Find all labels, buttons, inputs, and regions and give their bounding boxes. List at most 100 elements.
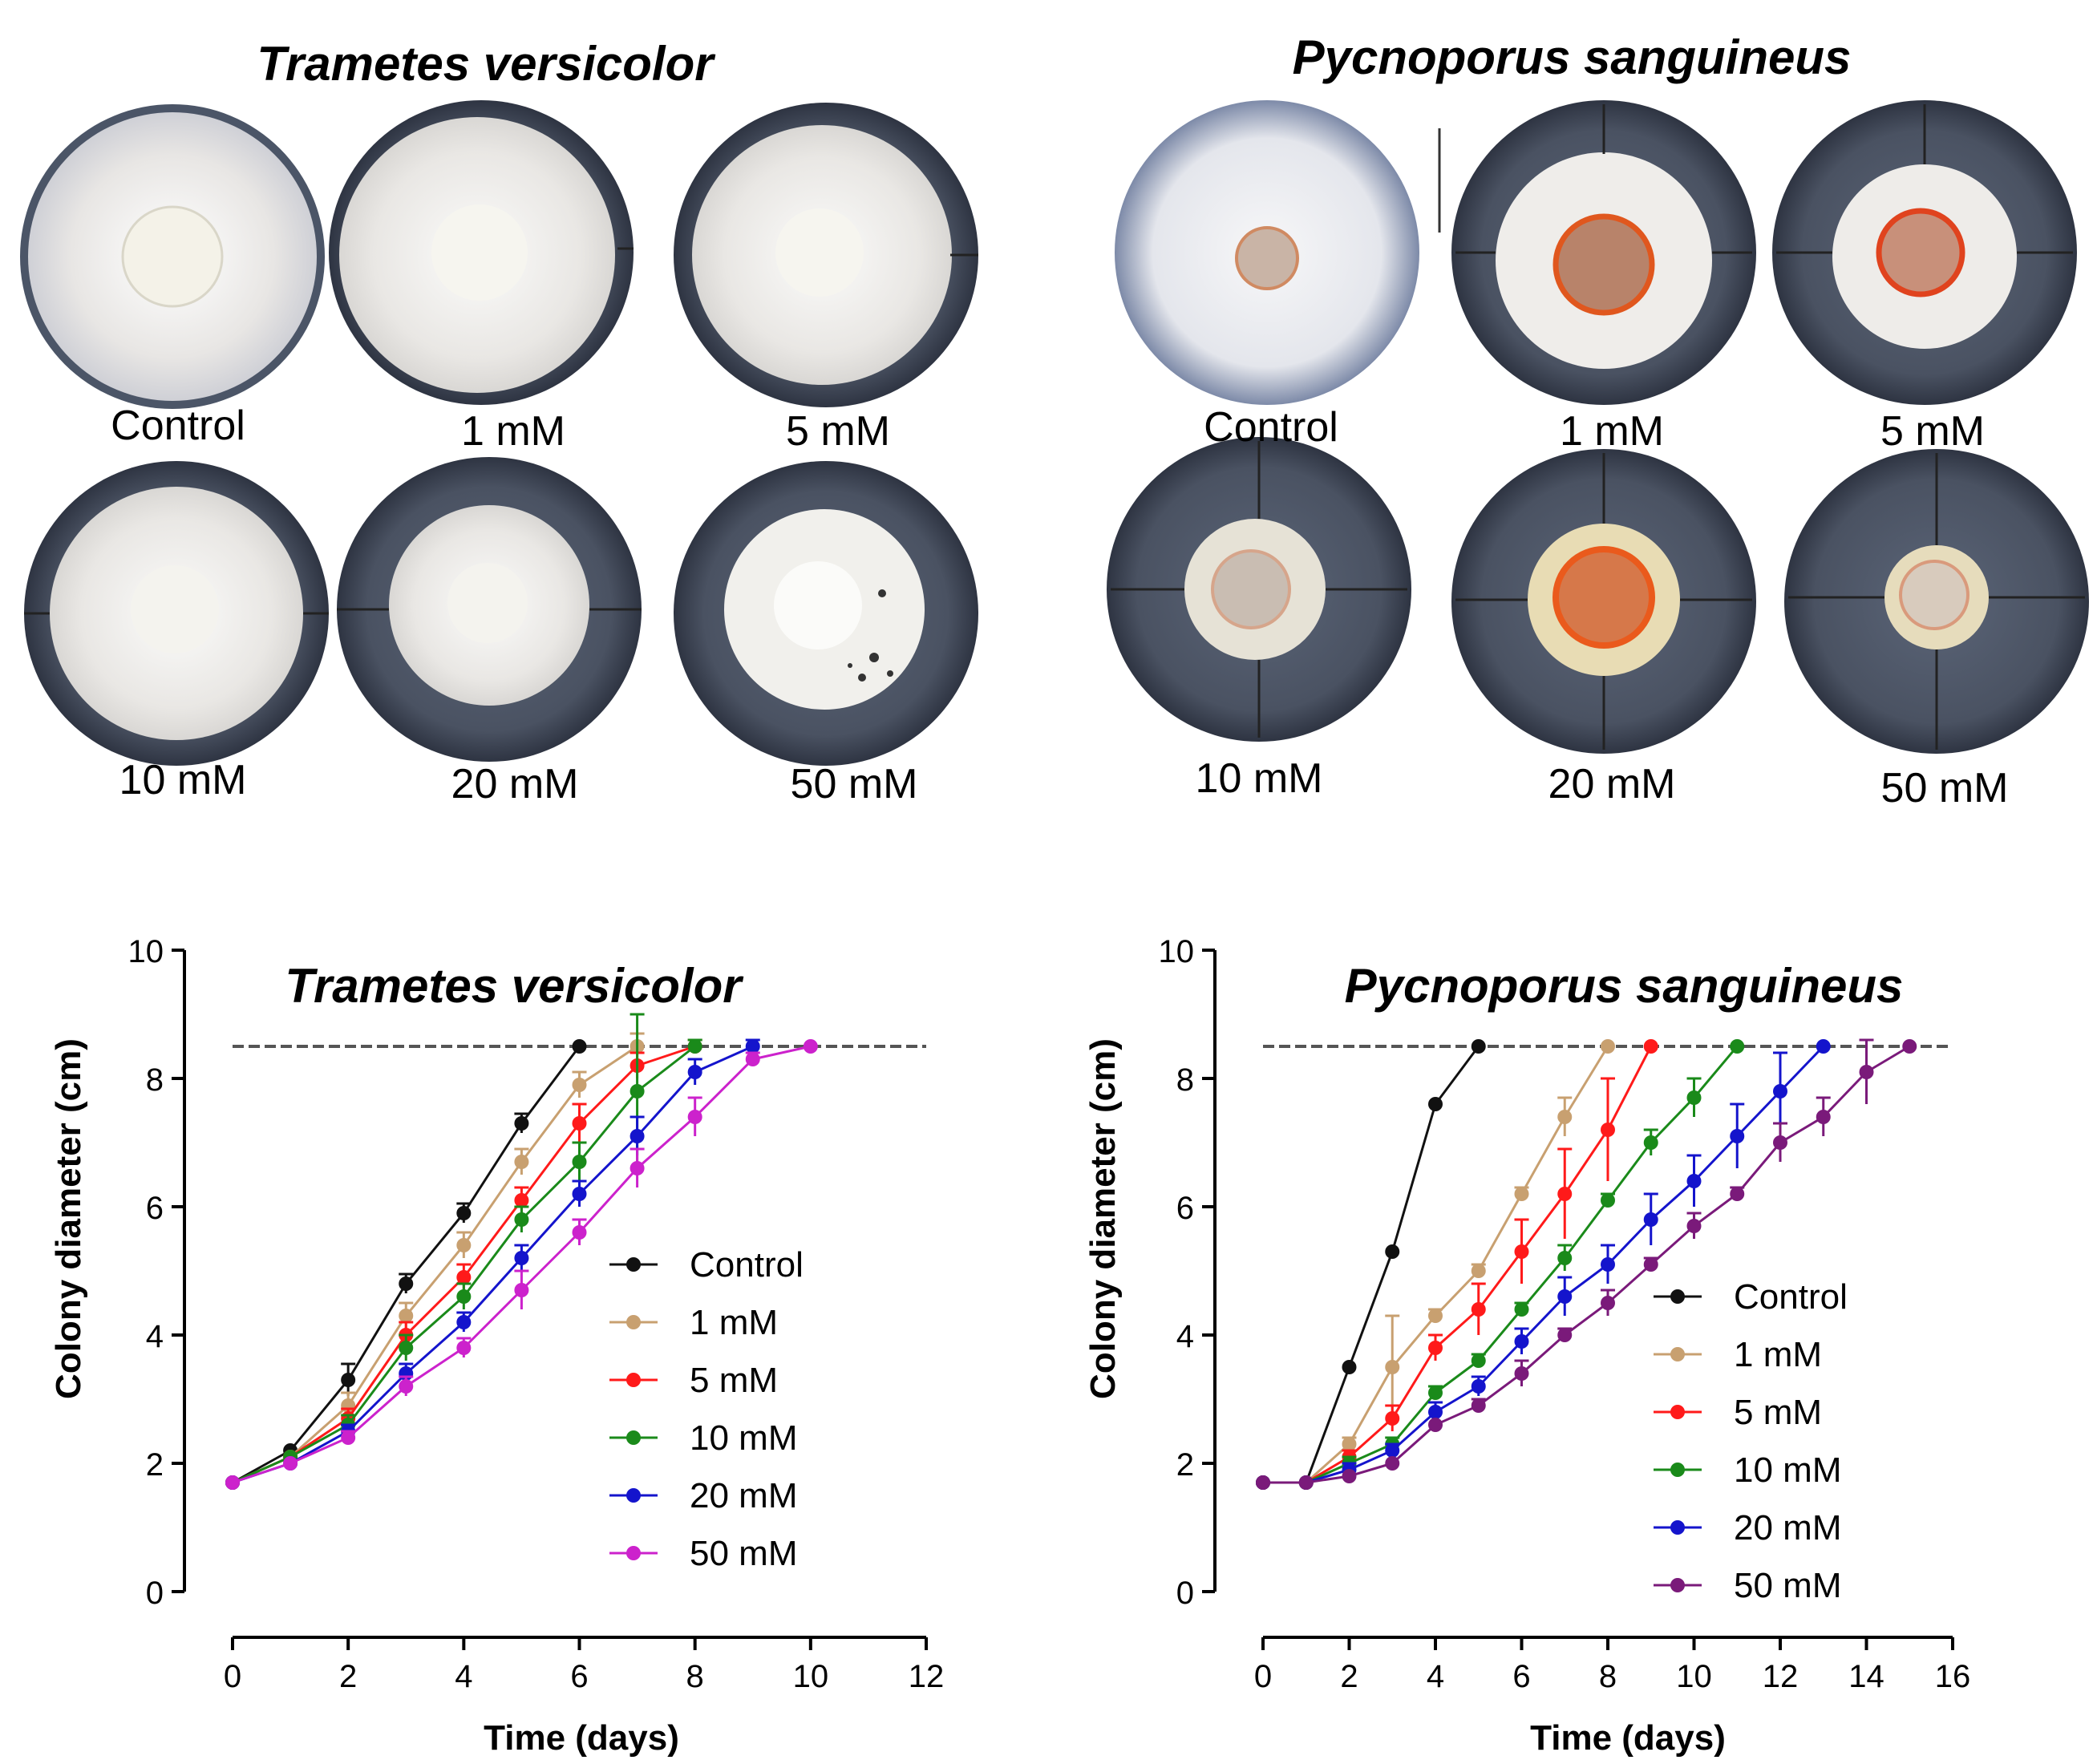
data-point xyxy=(1557,1251,1573,1265)
data-point xyxy=(572,1078,587,1092)
data-point xyxy=(1385,1456,1400,1471)
data-point xyxy=(1298,1475,1314,1490)
data-point xyxy=(1557,1110,1573,1124)
x-tick-label: 12 xyxy=(909,1659,945,1694)
data-point xyxy=(1557,1187,1573,1201)
ps-label-50mM: 50 mM xyxy=(1881,765,2009,811)
y-axis-title: Colony diameter (cm) xyxy=(49,1038,88,1399)
x-tick-label: 10 xyxy=(793,1659,829,1694)
data-point xyxy=(1514,1302,1529,1317)
series-1-mm xyxy=(1256,1039,1615,1490)
legend-label: 10 mM xyxy=(1734,1450,1841,1490)
x-tick-label: 0 xyxy=(224,1659,241,1694)
data-point xyxy=(456,1315,472,1329)
legend-label: Control xyxy=(1734,1277,1848,1317)
data-point xyxy=(514,1212,529,1227)
tv-plate-10mM xyxy=(24,461,329,766)
chart-trametes: Trametes versicolor Time (days) Colony d… xyxy=(49,934,944,1758)
y-tick-label: 8 xyxy=(146,1062,164,1098)
data-point xyxy=(1816,1110,1831,1124)
data-point xyxy=(1601,1039,1615,1054)
x-axis-title: Time (days) xyxy=(484,1718,679,1758)
y-tick-label: 2 xyxy=(146,1447,164,1483)
data-point xyxy=(1773,1135,1787,1150)
tv-plate-5mM xyxy=(674,103,978,407)
data-point xyxy=(1428,1418,1443,1432)
legend-label: Control xyxy=(690,1245,804,1285)
legend-label: 20 mM xyxy=(690,1476,797,1515)
tv-plate-20mM xyxy=(337,457,642,762)
data-point xyxy=(572,1187,587,1201)
data-point xyxy=(1601,1193,1615,1208)
series-control xyxy=(1256,1039,1486,1490)
legend-marker xyxy=(1670,1347,1685,1361)
data-point xyxy=(1428,1386,1443,1400)
data-point xyxy=(1256,1475,1270,1490)
y-tick-label: 2 xyxy=(1176,1447,1194,1483)
ps-plate-1mM xyxy=(1451,100,1756,405)
data-point xyxy=(1643,1039,1658,1054)
series-50-mm xyxy=(225,1039,818,1490)
data-point xyxy=(1730,1039,1745,1054)
data-point xyxy=(1342,1437,1357,1451)
legend-label: 5 mM xyxy=(1734,1393,1822,1432)
series-50-mm xyxy=(1256,1038,1917,1490)
y-axis-title: Colony diameter (cm) xyxy=(1083,1038,1123,1399)
ps-plate-50mM xyxy=(1784,449,2089,754)
data-point xyxy=(399,1276,414,1291)
data-point xyxy=(1601,1257,1615,1272)
legend-marker xyxy=(1670,1578,1685,1592)
data-point xyxy=(1471,1302,1486,1317)
data-point xyxy=(341,1430,356,1445)
legend-label: 20 mM xyxy=(1734,1508,1841,1548)
legend-label: 5 mM xyxy=(690,1361,778,1400)
data-point xyxy=(1557,1328,1573,1342)
series-line xyxy=(1263,1046,1480,1484)
data-point xyxy=(514,1155,529,1169)
photo-title-right: Pycnoporus sanguineus xyxy=(1293,30,1852,84)
tv-plate-control xyxy=(20,104,325,409)
data-point xyxy=(1342,1360,1357,1374)
series-line xyxy=(1263,1046,1653,1484)
legend-marker xyxy=(626,1373,641,1387)
tv-plate-1mM xyxy=(329,100,634,405)
data-point xyxy=(1471,1353,1486,1368)
series-control xyxy=(225,1039,587,1490)
data-point xyxy=(399,1341,414,1355)
x-tick-label: 2 xyxy=(1340,1659,1358,1694)
data-point xyxy=(1514,1366,1529,1381)
tv-label-5mM: 5 mM xyxy=(786,408,890,455)
data-point xyxy=(630,1129,645,1143)
x-tick-label: 16 xyxy=(1935,1659,1971,1694)
y-tick-label: 4 xyxy=(146,1319,164,1354)
data-point xyxy=(572,1225,587,1240)
data-point xyxy=(1385,1443,1400,1458)
data-point xyxy=(1428,1341,1443,1355)
chart-pycnoporus: Pycnoporus sanguineus Time (days) Colony… xyxy=(1083,934,1970,1758)
data-point xyxy=(456,1270,472,1285)
series-1-mm xyxy=(225,1032,645,1490)
data-point xyxy=(1514,1187,1529,1201)
ps-label-1mM: 1 mM xyxy=(1560,408,1664,455)
x-tick-label: 2 xyxy=(339,1659,357,1694)
data-point xyxy=(1385,1244,1400,1259)
data-point xyxy=(456,1341,472,1355)
legend-marker xyxy=(626,1488,641,1503)
data-point xyxy=(283,1456,298,1471)
data-point xyxy=(1471,1039,1486,1054)
legend-label: 50 mM xyxy=(690,1534,797,1573)
data-point xyxy=(399,1379,414,1394)
data-point xyxy=(803,1039,818,1054)
data-point xyxy=(687,1110,702,1124)
data-point xyxy=(1859,1065,1874,1079)
data-point xyxy=(1643,1135,1658,1150)
legend-label: 50 mM xyxy=(1734,1566,1841,1605)
tv-label-20mM: 20 mM xyxy=(451,761,579,807)
x-tick-label: 8 xyxy=(1599,1659,1617,1694)
data-point xyxy=(1686,1090,1702,1105)
data-point xyxy=(1514,1244,1529,1259)
x-tick-label: 4 xyxy=(1427,1659,1444,1694)
ps-label-5mM: 5 mM xyxy=(1880,408,1985,455)
data-point xyxy=(745,1039,760,1054)
data-point xyxy=(1902,1039,1917,1054)
